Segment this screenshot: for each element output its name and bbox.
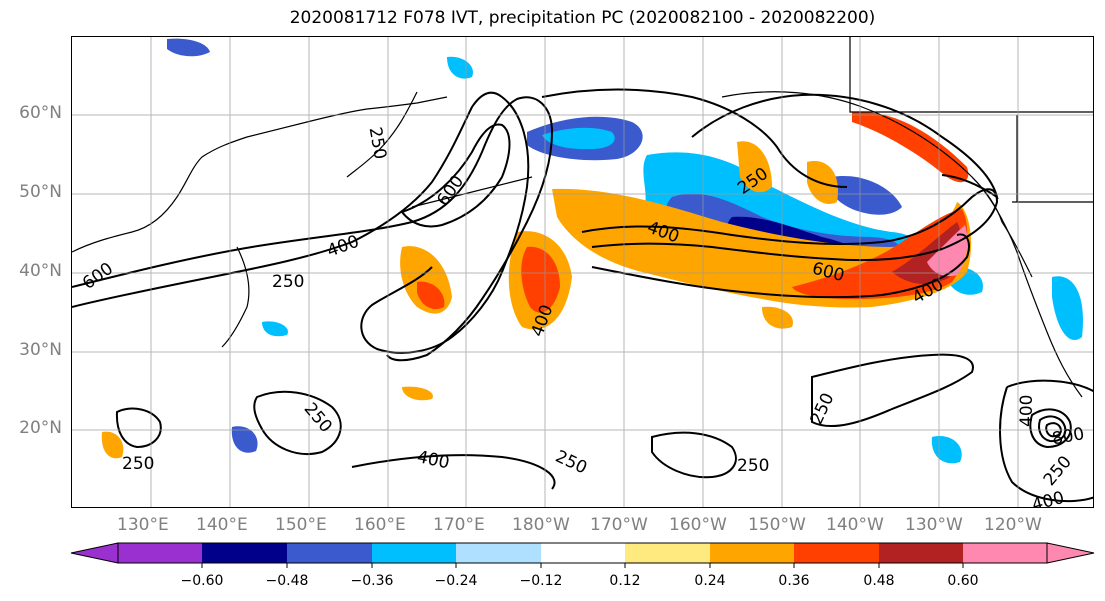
- ivt-contour-outer: [72, 91, 530, 354]
- contour-label: 250: [737, 456, 769, 476]
- map-canvas: 600 400 250 600 400 250 400 250 250 400 …: [72, 37, 1093, 507]
- ivt-contour-250-north: [541, 88, 848, 188]
- ivt-contour-cyclone-outer: [999, 379, 1093, 503]
- positive-southeast-cell: [762, 306, 793, 329]
- positive-band-pink: [927, 225, 968, 277]
- colorbar-bin: [456, 543, 541, 563]
- negative-west-cell: [231, 426, 258, 453]
- colorbar-extend-low: [70, 542, 119, 564]
- asia-coastline: [72, 96, 448, 253]
- lon-label-180w: 180°W: [512, 515, 570, 535]
- colorbar-tick-label: −0.36: [350, 573, 394, 589]
- colorbar-bin: [710, 543, 794, 563]
- colorbar-bin: [879, 543, 963, 563]
- ivt-contour-south: [811, 353, 974, 428]
- lat-label-60n: 60°N: [19, 103, 62, 123]
- colorbar-frame: [117, 542, 1048, 564]
- ivt-contour-pacific-band: [581, 188, 999, 262]
- map-panel: 600 400 250 600 400 250 400 250 250 400 …: [71, 36, 1094, 508]
- ivt-contour-cyclone-1: [1029, 408, 1072, 449]
- lon-label-140e: 140°E: [196, 515, 248, 535]
- ivt-contour-tropical-mid: [351, 454, 556, 490]
- lat-label-30n: 30°N: [19, 340, 62, 360]
- colorbar-tick-label: −0.12: [519, 573, 563, 589]
- lat-label-50n: 50°N: [19, 182, 62, 202]
- lon-label-160w: 160°W: [669, 515, 727, 535]
- ivt-contour-southeast: [651, 431, 737, 479]
- positive-north-cell: [737, 141, 772, 193]
- lat-label-40n: 40°N: [19, 261, 62, 281]
- negative-east-patch: [829, 176, 902, 215]
- colorbar-bin: [541, 543, 625, 563]
- positive-west-red: [417, 281, 445, 310]
- coastlines: [72, 37, 1093, 398]
- positive-west-small: [101, 431, 124, 459]
- negative-northeast-cell: [1052, 276, 1083, 341]
- lon-label-150e: 150°E: [275, 515, 327, 535]
- negative-north-core: [542, 127, 615, 150]
- colorbar-bin: [202, 543, 287, 563]
- ivt-contour-pacific-inner: [591, 233, 970, 299]
- colorbar-bin: [794, 543, 879, 563]
- colorbar-bin: [963, 543, 1047, 563]
- lon-label-130e: 130°E: [117, 515, 169, 535]
- ivt-contour-alaska-loop: [691, 93, 999, 200]
- north-america-coast: [971, 176, 1083, 398]
- colorbar-ticks: [201, 563, 964, 568]
- lon-label-130w: 130°W: [905, 515, 963, 535]
- ivt-contour-cyclone-2: [1038, 415, 1067, 443]
- colorbar-extend-high: [1046, 542, 1095, 564]
- colorbar-bin: [118, 543, 202, 563]
- contour-label: 400: [1017, 395, 1037, 427]
- colorbar-tick-label: −0.24: [434, 573, 478, 589]
- colorbar-tick-label: 0.24: [694, 573, 726, 589]
- lon-label-120w: 120°W: [984, 515, 1042, 535]
- graticule: [72, 37, 1093, 507]
- kamchatka-coastline: [346, 91, 418, 178]
- positive-central-red: [521, 246, 560, 313]
- lon-label-170w: 170°W: [590, 515, 648, 535]
- negative-topleft-cell: [167, 38, 210, 57]
- ivt-contour-jet: [72, 96, 554, 362]
- colorbar-tick-label: 0.36: [778, 573, 810, 589]
- contour-label: 250: [122, 454, 154, 474]
- colorbar-tick-label: −0.60: [180, 573, 224, 589]
- colorbar-tick-label: 0.12: [609, 573, 641, 589]
- colorbar-tick-label: −0.48: [265, 573, 309, 589]
- lon-label-160e: 160°E: [354, 515, 406, 535]
- ivt-contour-tropical-west: [253, 390, 342, 455]
- alaska-border: [849, 37, 1093, 113]
- ivt-contour-southwest: [115, 407, 162, 449]
- lon-label-170e: 170°E: [433, 515, 485, 535]
- lat-label-20n: 20°N: [19, 418, 62, 438]
- colorbar-bin: [287, 543, 372, 563]
- positive-south-small: [402, 386, 433, 401]
- colorbar-tick-label: 0.48: [863, 573, 895, 589]
- contour-label: 250: [272, 272, 304, 292]
- lon-label-150w: 150°W: [748, 515, 806, 535]
- colorbar-bin: [372, 543, 456, 563]
- aleutian-islands: [411, 176, 533, 208]
- ivt-contours: [72, 88, 1093, 503]
- map-title: 2020081712 F078 IVT, precipitation PC (2…: [289, 8, 876, 28]
- ivt-contour-600: [400, 123, 511, 228]
- colorbar-bin: [625, 543, 710, 563]
- ivt-contour-cyclone-3: [1045, 422, 1063, 438]
- colorbar-tick-label: 0.60: [947, 573, 979, 589]
- lon-label-140w: 140°W: [826, 515, 884, 535]
- negative-southwest-cell: [262, 321, 288, 337]
